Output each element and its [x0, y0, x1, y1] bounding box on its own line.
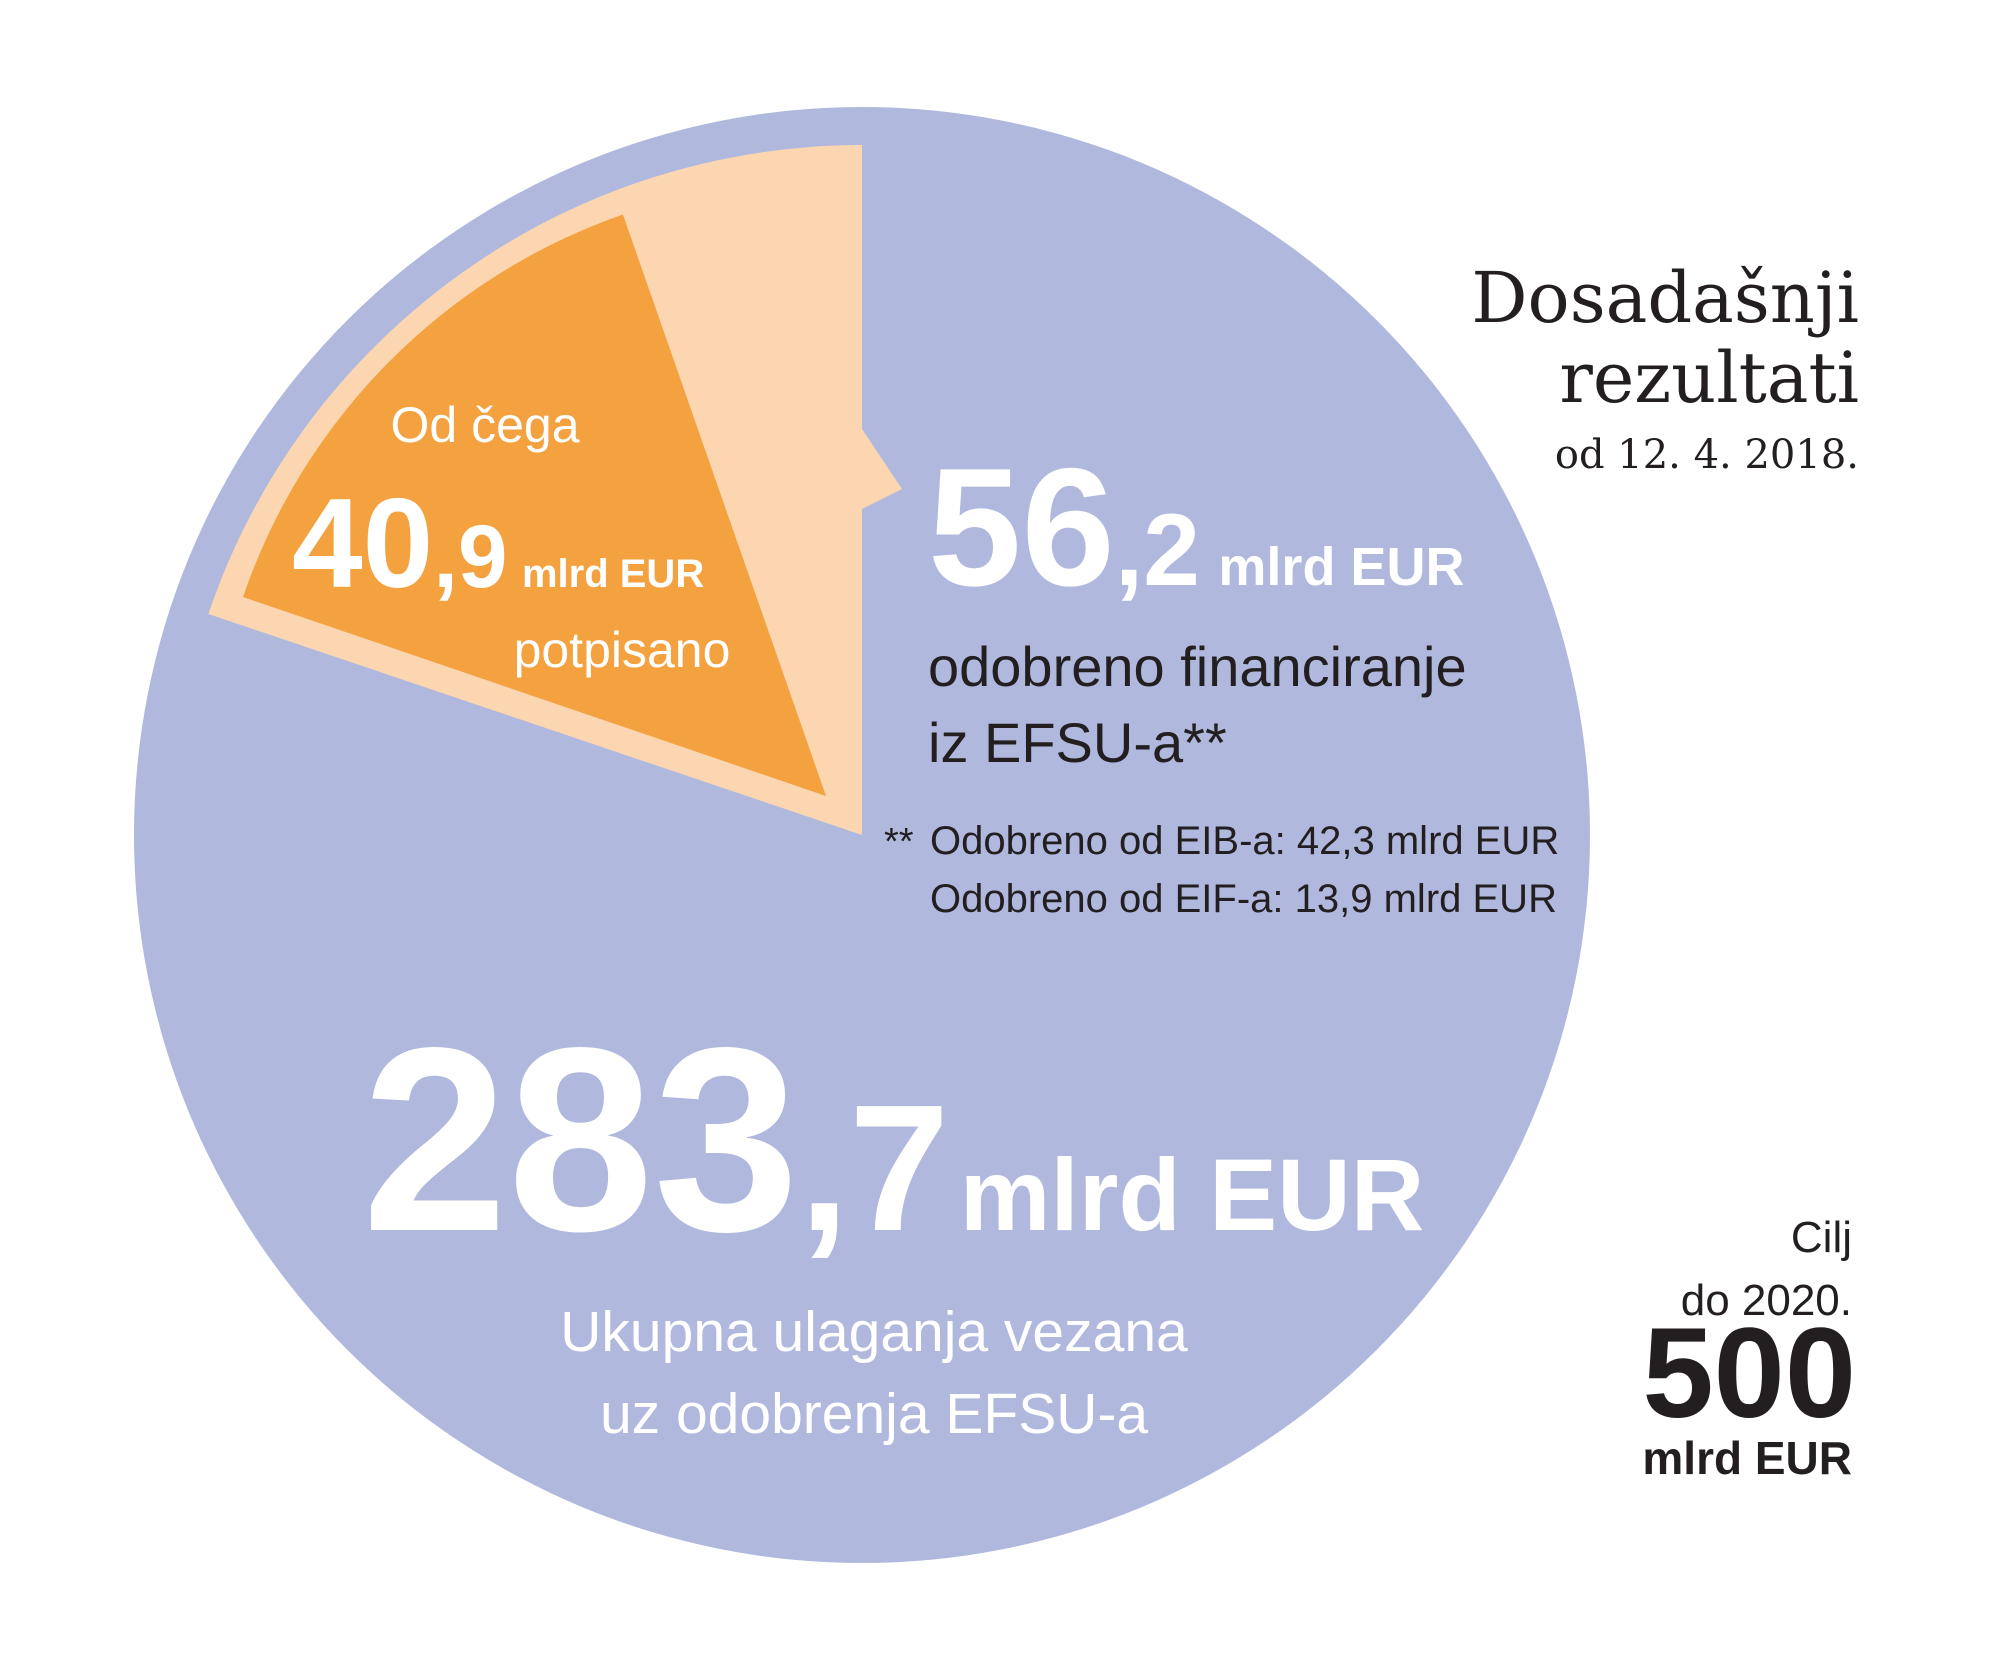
total-value: 283,7 mlrd EUR — [362, 993, 1424, 1286]
unit: mlrd EUR — [960, 1138, 1425, 1252]
signed-label: potpisano — [514, 622, 731, 678]
total-value-label: 283,7 — [362, 993, 949, 1286]
note: Odobreno od EIF-a: 13,9 mlrd EUR — [930, 877, 1557, 921]
approved-value-label: 56,2 — [928, 433, 1200, 621]
approved-pointer — [862, 429, 902, 509]
note: Odobreno od EIB-a: 42,3 mlrd EUR — [930, 819, 1559, 863]
unit: mlrd EUR — [1642, 1432, 1852, 1484]
approved-label: iz EFSU-a** — [928, 711, 1227, 774]
title-line: Dosadašnji — [1471, 257, 1859, 339]
unit: mlrd EUR — [1218, 537, 1464, 597]
approved-label: odobreno financiranje — [928, 635, 1467, 698]
target-label: do 2020. — [1681, 1276, 1852, 1325]
number-part: ,7 — [799, 1068, 949, 1269]
unit: mlrd EUR — [522, 552, 704, 596]
target-value: 500 — [1642, 1302, 1856, 1445]
target-label: Cilj — [1791, 1213, 1852, 1262]
number-part: 56 — [928, 433, 1115, 621]
number-part: 283 — [362, 993, 799, 1286]
pie — [134, 107, 1590, 1563]
title-line: rezultati — [1559, 337, 1859, 419]
number-part: ,9 — [433, 506, 507, 606]
number-part: 40 — [292, 472, 433, 614]
approved-value: 56,2 mlrd EUR — [928, 433, 1464, 621]
signed-prefix: Od čega — [390, 397, 579, 453]
subtitle: od 12. 4. 2018. — [1555, 432, 1859, 478]
note-marker: ** — [884, 821, 914, 863]
total-label: uz odobrenja EFSU-a — [600, 1382, 1148, 1446]
signed-value: 40,9 mlrd EUR — [292, 472, 704, 614]
total-label: Ukupna ulaganja vezana — [560, 1300, 1188, 1364]
number-part: ,2 — [1115, 493, 1200, 607]
signed-wedge — [243, 214, 826, 797]
signed-value-label: 40,9 — [292, 472, 508, 614]
